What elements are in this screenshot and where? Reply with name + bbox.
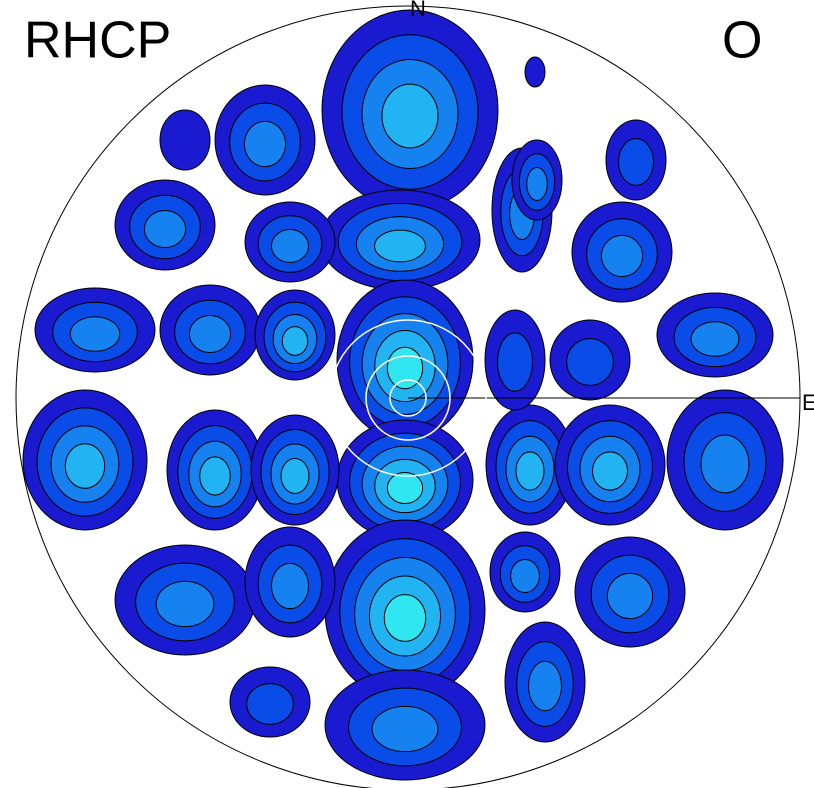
contour-level: [566, 338, 614, 386]
contour-level: [270, 562, 310, 610]
contour-level: [64, 443, 106, 489]
contour-field: [22, 9, 784, 781]
contour-level: [515, 451, 545, 491]
contour-level: [199, 456, 231, 496]
contour-level: [243, 120, 287, 168]
contour-level: [159, 109, 211, 171]
contour-level: [690, 321, 740, 357]
contour-level: [497, 332, 533, 392]
ring: [329, 319, 487, 477]
contour-level: [528, 660, 562, 712]
contour-level: [270, 229, 310, 263]
contour-level: [280, 458, 310, 494]
title: RHCP: [24, 12, 171, 70]
contour-level: [374, 229, 426, 263]
contour-level: [510, 559, 540, 593]
contour-level: [281, 326, 309, 356]
contour-level: [618, 138, 654, 186]
contour-level: [371, 705, 439, 753]
tag: O: [722, 12, 762, 70]
contour-level: [526, 167, 548, 201]
north-label: N: [410, 0, 426, 21]
contour-level: [143, 209, 187, 249]
contour-level: [524, 56, 546, 88]
contour-level: [386, 471, 424, 505]
contour-level: [188, 314, 232, 354]
contour-level: [246, 683, 294, 725]
contour-level: [155, 580, 215, 628]
contour-level: [600, 234, 644, 278]
contour-level: [381, 83, 439, 149]
contour-level: [606, 572, 654, 620]
ring: [389, 379, 427, 417]
ring: [365, 355, 451, 441]
contour-level: [592, 451, 628, 491]
east-label: E: [802, 390, 814, 415]
contour-level: [700, 434, 750, 494]
contour-level: [383, 594, 427, 642]
contour-level: [69, 316, 121, 352]
